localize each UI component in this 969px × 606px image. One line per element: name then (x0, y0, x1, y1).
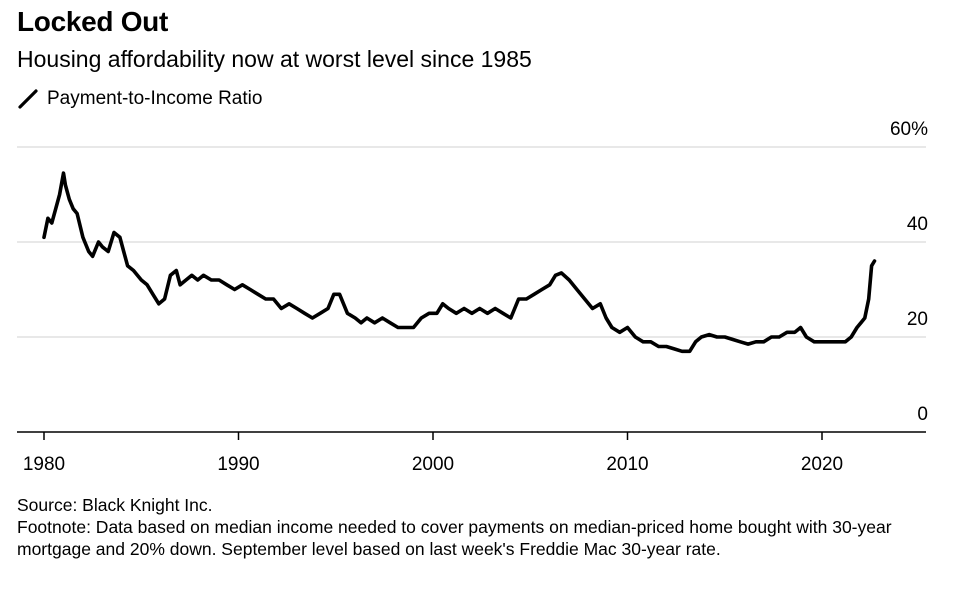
y-tick-label-60: 60% (890, 119, 928, 140)
grid-layer (17, 146, 926, 338)
axis-layer: 0 20 40 60% 1980 1990 2000 2010 2020 (17, 119, 928, 475)
series-line-0 (42, 171, 877, 354)
x-tick-label-2000: 2000 (412, 454, 454, 475)
source-note: Source: Black Knight Inc. (17, 495, 213, 515)
footnote: Footnote: Data based on median income ne… (17, 517, 892, 559)
x-tick-label-2010: 2010 (606, 454, 648, 475)
legend-label: Payment-to-Income Ratio (47, 88, 263, 109)
chart-title: Locked Out (17, 6, 169, 37)
line-chart: 0 20 40 60% 1980 1990 2000 2010 2020 (17, 119, 928, 475)
legend-line-icon (18, 89, 38, 109)
series-layer (42, 171, 877, 354)
chart-footer: Source: Black Knight Inc. Footnote: Data… (17, 494, 947, 560)
x-tick-label-1980: 1980 (23, 454, 65, 475)
y-tick-label-0: 0 (917, 404, 928, 425)
x-tick-label-1990: 1990 (217, 454, 259, 475)
x-tick-label-2020: 2020 (801, 454, 843, 475)
chart-subtitle: Housing affordability now at worst level… (17, 46, 532, 72)
y-tick-label-40: 40 (907, 214, 928, 235)
y-tick-label-20: 20 (907, 309, 928, 330)
legend: Payment-to-Income Ratio (17, 88, 262, 110)
